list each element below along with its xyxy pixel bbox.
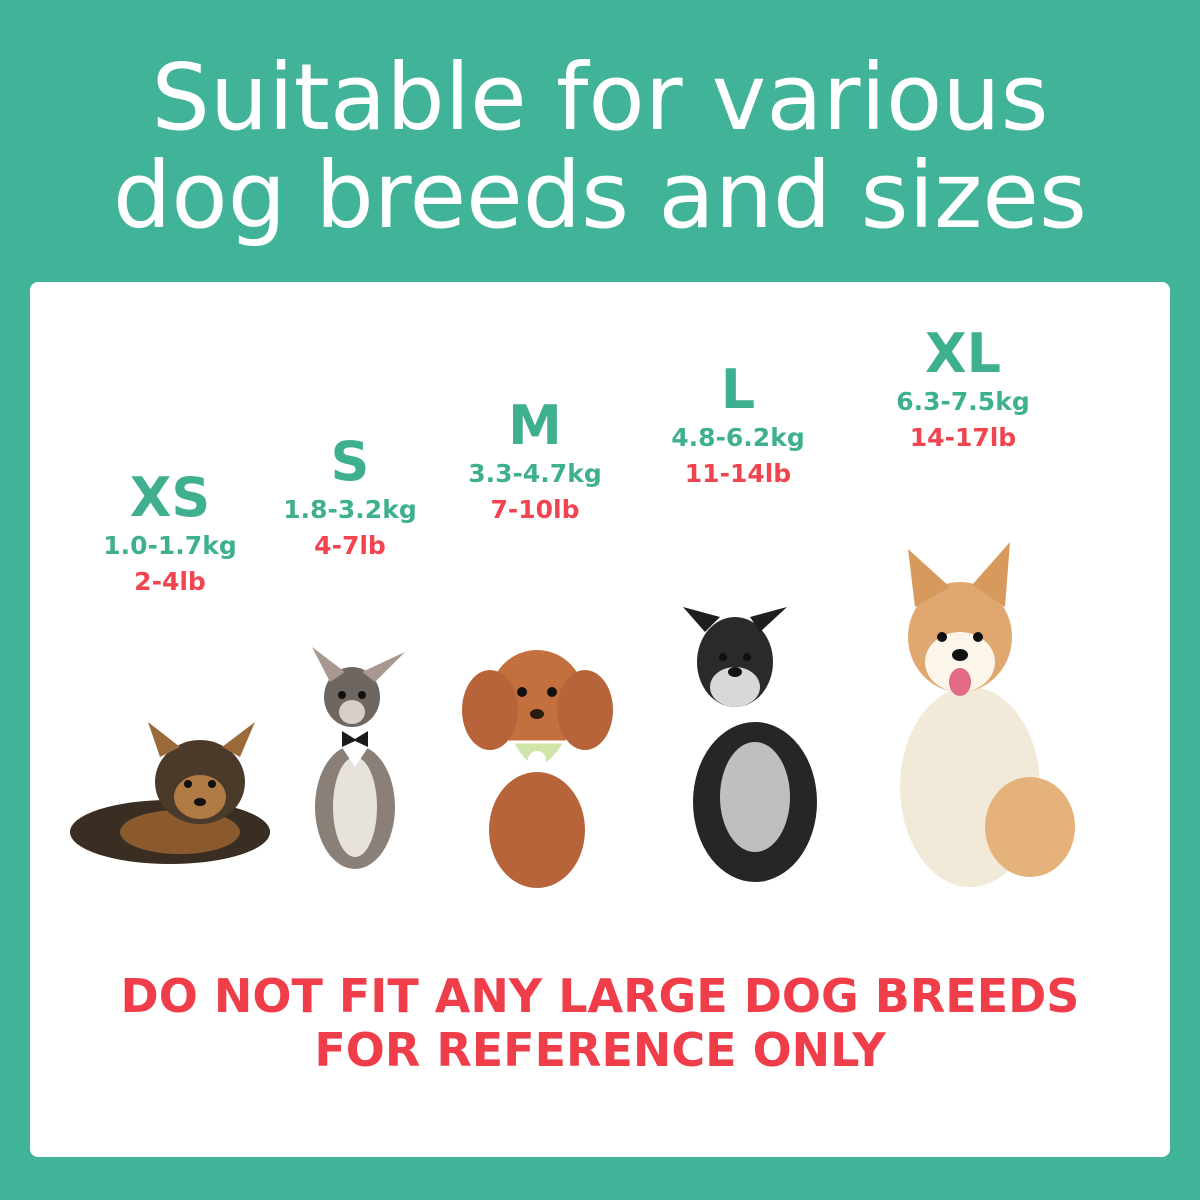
chihuahua-image bbox=[312, 647, 405, 869]
yorkshire-terrier-image bbox=[70, 722, 270, 864]
weight-lb: 14-17lb bbox=[909, 423, 1017, 452]
size-label: XL bbox=[924, 322, 1002, 385]
size-label: S bbox=[330, 430, 370, 493]
poodle-image bbox=[462, 650, 613, 888]
headline-line-2: dog breeds and sizes bbox=[113, 142, 1087, 249]
size-l: L 4.8-6.2kg 11-14lb bbox=[618, 360, 858, 492]
weight-lb: 2-4lb bbox=[134, 567, 206, 596]
size-m: M 3.3-4.7kg 7-10lb bbox=[415, 396, 655, 528]
warning-text-line-2: FOR REFERENCE ONLY bbox=[314, 1023, 886, 1077]
size-xl: XL 6.3-7.5kg 14-17lb bbox=[843, 324, 1083, 456]
weight-kg: 3.3-4.7kg bbox=[468, 459, 602, 488]
schnauzer-image bbox=[683, 607, 817, 882]
headline-line-1: Suitable for various bbox=[151, 44, 1049, 151]
size-label: M bbox=[508, 394, 562, 457]
size-label: L bbox=[720, 358, 756, 421]
weight-kg: 1.0-1.7kg bbox=[103, 531, 237, 560]
weight-lb: 7-10lb bbox=[490, 495, 580, 524]
weight-kg: 6.3-7.5kg bbox=[896, 387, 1030, 416]
size-chart-card: XS 1.0-1.7kg 2-4lb S 1.8-3.2kg 4-7lb M 3… bbox=[30, 282, 1170, 1157]
warning-text-line-1: DO NOT FIT ANY LARGE DOG BREEDS bbox=[120, 969, 1080, 1023]
weight-lb: 4-7lb bbox=[314, 531, 386, 560]
size-xs: XS 1.0-1.7kg 2-4lb bbox=[50, 468, 290, 600]
weight-kg: 1.8-3.2kg bbox=[283, 495, 417, 524]
size-s: S 1.8-3.2kg 4-7lb bbox=[230, 432, 470, 564]
weight-kg: 4.8-6.2kg bbox=[671, 423, 805, 452]
weight-lb: 11-14lb bbox=[684, 459, 792, 488]
shiba-inu-image bbox=[900, 542, 1075, 887]
size-label: XS bbox=[129, 466, 211, 529]
